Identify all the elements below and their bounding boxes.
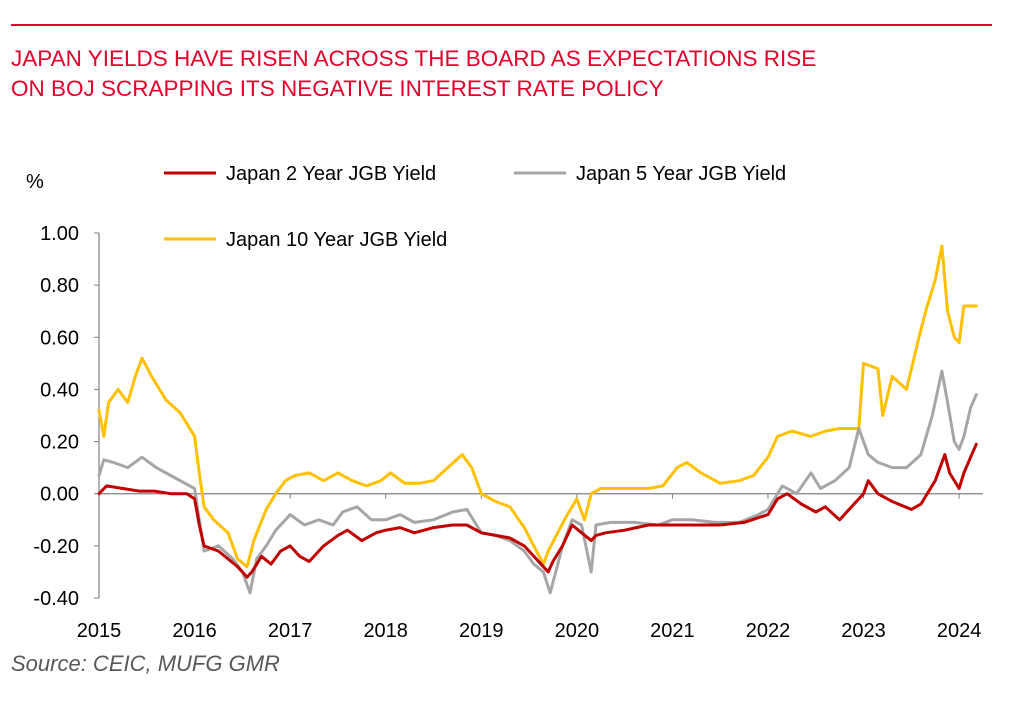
chart-title-line-1: JAPAN YIELDS HAVE RISEN ACROSS THE BOARD… (11, 46, 817, 71)
y-tick-label: 1.00 (40, 223, 79, 245)
legend-label: Japan 10 Year JGB Yield (226, 229, 447, 251)
x-tick-label: 2023 (841, 620, 886, 642)
x-tick-label: 2021 (650, 620, 695, 642)
x-tick-label: 2016 (172, 620, 217, 642)
legend: Japan 2 Year JGB Yield Japan 5 Year JGB Y… (164, 163, 786, 251)
legend-label: Japan 5 Year JGB Yield (576, 163, 786, 185)
x-tick-label: 2018 (363, 620, 408, 642)
y-tick-label: 0.40 (40, 379, 79, 401)
y-tick-label: 0.80 (40, 275, 79, 297)
x-tick-label: 2022 (746, 620, 791, 642)
top-divider (11, 24, 992, 26)
series-line-2y (97, 442, 978, 579)
source-note: Source: CEIC, MUFG GMR (11, 651, 280, 676)
y-tick-label: -0.40 (33, 588, 79, 610)
x-tick-label: 2015 (77, 620, 122, 642)
series-line-10y (97, 244, 978, 569)
x-tick-label: 2019 (459, 620, 504, 642)
y-tick-label: 0.00 (40, 484, 79, 506)
x-tick-label: 2020 (555, 620, 600, 642)
y-tick-label: -0.20 (33, 536, 79, 558)
chart-title-line-2: ON BOJ SCRAPPING ITS NEGATIVE INTEREST R… (11, 76, 664, 101)
legend-label: Japan 2 Year JGB Yield (226, 163, 436, 185)
chart-title: JAPAN YIELDS HAVE RISEN ACROSS THE BOARD… (11, 44, 1001, 104)
y-tick-label: 0.20 (40, 432, 79, 454)
x-axis: 2015 2016 2017 2018 2019 2020 2021 2022 2023 2024 (77, 493, 983, 642)
plot-area (97, 244, 978, 595)
series-line-5y (97, 369, 978, 595)
y-tick-label: 0.60 (40, 327, 79, 349)
y-axis: 1.00 0.80 0.60 0.40 0.20 0.00 -0.20 -0.40 (33, 223, 100, 610)
y-axis-unit-label: % (26, 171, 44, 193)
x-tick-label: 2024 (937, 620, 982, 642)
x-tick-label: 2017 (268, 620, 313, 642)
